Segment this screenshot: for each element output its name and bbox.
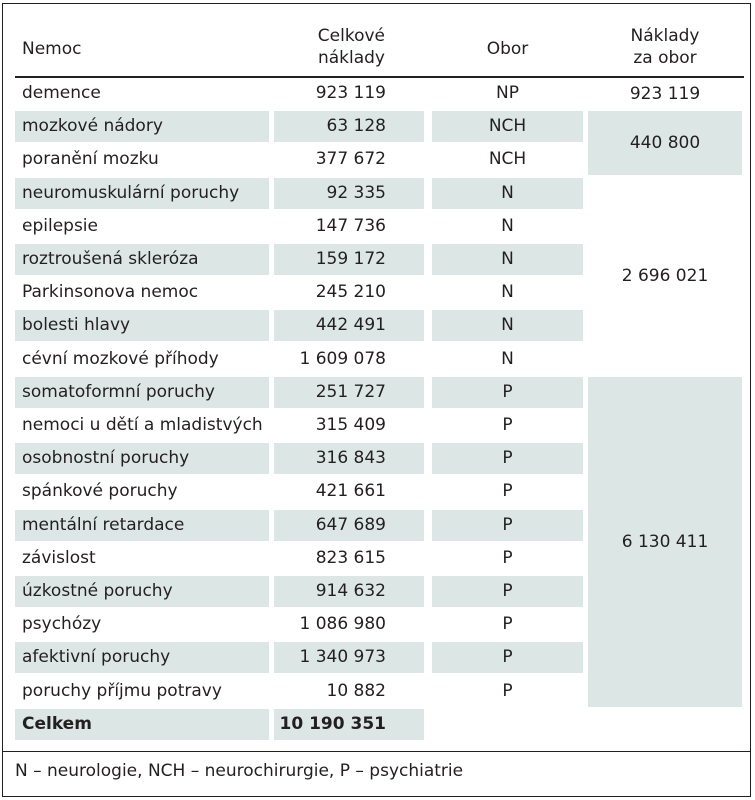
field-total-cell: 2 696 021 bbox=[621, 266, 709, 287]
table-cell-field: P bbox=[432, 642, 583, 674]
header-total-costs-line2: náklady bbox=[317, 48, 385, 68]
table-cell-cost: 647 689 bbox=[274, 509, 424, 541]
table-cell-name: mozkové nádory bbox=[15, 111, 269, 143]
field-total-cell: 440 800 bbox=[588, 111, 742, 176]
total-value: 10 190 351 bbox=[274, 708, 424, 740]
table-cell-field: N bbox=[501, 282, 514, 303]
table-cell-cost: 914 632 bbox=[274, 576, 424, 607]
table-cell-field: NCH bbox=[488, 149, 527, 170]
table-cell-name: závislost bbox=[22, 547, 96, 568]
table-cell-name: poruchy příjmu potravy bbox=[22, 680, 222, 701]
table-cell-cost: 147 736 bbox=[315, 215, 386, 236]
table-cell-name: roztroušená skleróza bbox=[15, 244, 269, 275]
table-cell-name: úzkostné poruchy bbox=[15, 576, 269, 607]
table-frame: Nemoc Celkové náklady Obor Náklady za ob… bbox=[2, 3, 751, 797]
table-cell-cost: 377 672 bbox=[315, 149, 386, 170]
table-cell-field: NP bbox=[496, 83, 519, 103]
table-cell-field: P bbox=[502, 547, 513, 568]
table-cell-name: neuromuskulární poruchy bbox=[15, 177, 269, 209]
table-cell-field: P bbox=[502, 614, 513, 635]
table-cell-name: spánkové poruchy bbox=[22, 481, 178, 502]
table-cell-cost: 251 727 bbox=[274, 376, 424, 408]
table-cell-field: P bbox=[432, 509, 583, 541]
table-cell-name: mentální retardace bbox=[15, 509, 269, 541]
table-cell-name: nemoci u dětí a mladistvých bbox=[22, 415, 263, 435]
table-cell-cost: 315 409 bbox=[315, 415, 386, 435]
table-cell-cost: 442 491 bbox=[274, 310, 424, 342]
header-disease: Nemoc bbox=[22, 39, 82, 59]
table-cell-name: demence bbox=[22, 83, 101, 103]
table-cell-field: N bbox=[501, 348, 514, 369]
table-cell-cost: 10 882 bbox=[326, 680, 386, 701]
table-cell-field: N bbox=[432, 177, 583, 209]
table-cell-field: P bbox=[502, 680, 513, 701]
header-total-costs-line1: Celkové bbox=[317, 26, 385, 46]
header-costs-per-field: Náklady za obor bbox=[588, 25, 742, 69]
table-cell-name: bolesti hlavy bbox=[15, 310, 269, 342]
header-field: Obor bbox=[486, 39, 529, 59]
table-cell-name: osobnostní poruchy bbox=[15, 443, 269, 475]
table-cell-cost: 316 843 bbox=[274, 443, 424, 475]
table-cell-cost: 1 340 973 bbox=[274, 642, 424, 674]
table-cell-cost: 1 086 980 bbox=[299, 614, 386, 635]
table-cell-name: afektivní poruchy bbox=[15, 642, 269, 674]
table-cell-cost: 245 210 bbox=[315, 282, 386, 303]
table-cell-name: cévní mozkové příhody bbox=[22, 348, 219, 369]
table-cell-cost: 421 661 bbox=[315, 481, 386, 502]
table-cell-name: poranění mozku bbox=[22, 149, 159, 170]
table-header: Nemoc Celkové náklady Obor Náklady za ob… bbox=[3, 4, 750, 77]
footnote-divider bbox=[3, 750, 750, 752]
header-costs-per-field-line2: za obor bbox=[633, 48, 697, 68]
table-cell-field: P bbox=[502, 415, 513, 435]
table-cell-field: P bbox=[502, 481, 513, 502]
table-cell-cost: 923 119 bbox=[315, 83, 386, 103]
table-cell-field: N bbox=[501, 215, 514, 236]
table-cell-cost: 823 615 bbox=[315, 547, 386, 568]
header-total-costs: Celkové náklady bbox=[274, 25, 385, 69]
table-cell-cost: 92 335 bbox=[274, 177, 424, 209]
table-cell-field: NCH bbox=[432, 111, 583, 143]
footnote: N – neurologie, NCH – neurochirurgie, P … bbox=[15, 761, 464, 781]
table-cell-field: P bbox=[432, 443, 583, 475]
table-cell-field: N bbox=[432, 310, 583, 342]
header-divider bbox=[15, 76, 744, 78]
total-label: Celkem bbox=[15, 708, 269, 740]
table-cell-cost: 159 172 bbox=[274, 244, 424, 275]
table-cell-name: psychózy bbox=[22, 614, 102, 635]
table-cell-name: epilepsie bbox=[22, 215, 98, 236]
header-costs-per-field-line1: Náklady bbox=[630, 26, 700, 46]
table-cell-field: P bbox=[432, 576, 583, 607]
table-cell-field: N bbox=[432, 244, 583, 275]
field-total-cell: 923 119 bbox=[629, 83, 701, 104]
field-total-cell: 6 130 411 bbox=[588, 376, 742, 707]
table-cell-field: P bbox=[432, 376, 583, 408]
table-cell-name: Parkinsonova nemoc bbox=[22, 282, 199, 303]
table-cell-name: somatoformní poruchy bbox=[15, 376, 269, 408]
table-body: demence 923 119 NP mozkové nádory 63 128 NCH p… bbox=[3, 4, 750, 796]
table-cell-cost: 63 128 bbox=[274, 111, 424, 143]
table-cell-cost: 1 609 078 bbox=[299, 348, 386, 369]
